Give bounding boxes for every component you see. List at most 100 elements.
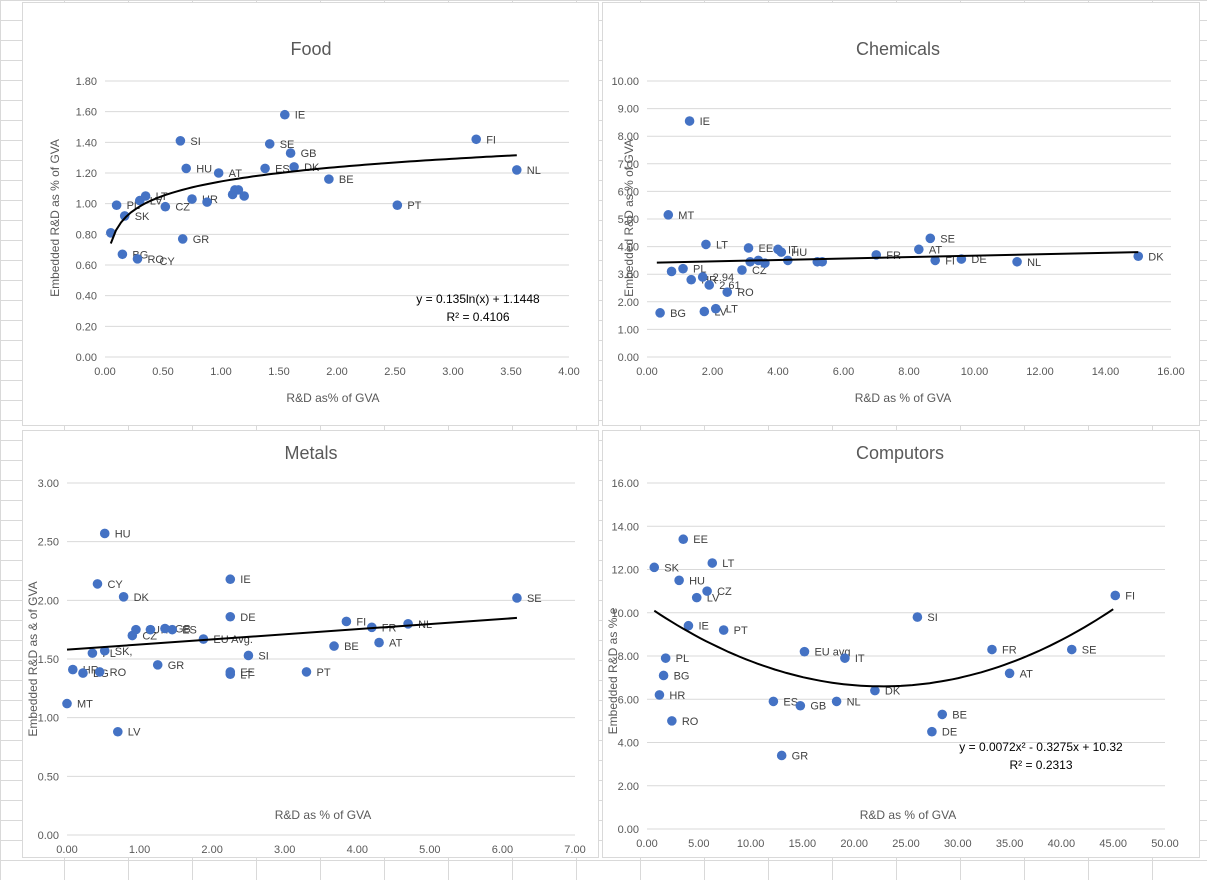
data-point [655,308,665,318]
data-label: BG [674,670,690,682]
y-tick-label: 0.00 [618,824,639,836]
data-point [667,716,677,726]
data-point [743,243,754,253]
y-tick-label: 5.00 [618,214,639,226]
data-label: GB [810,701,826,713]
data-label: FI [486,134,496,146]
data-label: BG [670,308,686,320]
data-point [181,163,191,174]
data-label: FR [1002,645,1017,657]
x-tick-label: 3.00 [442,366,463,378]
data-point [718,625,729,635]
data-label: DK [304,162,320,174]
data-point [663,210,674,220]
y-tick-label: 1.00 [76,199,97,211]
data-point [683,620,694,631]
y-tick-label: 1.80 [76,76,97,88]
data-point [68,664,78,675]
data-label: CZ [717,586,732,598]
data-point [233,185,244,195]
data-point [99,528,110,539]
x-tick-label: 0.00 [56,844,77,856]
data-point [87,648,98,658]
x-tick-label: 3.00 [274,844,295,856]
data-point [289,162,299,172]
data-point [678,263,688,274]
data-point [301,667,312,677]
data-point [1133,251,1144,262]
data-point [937,709,948,720]
data-point [699,306,710,317]
data-label: DE [942,727,957,739]
chart-svg-metals: Metals 0.00 0.50 1.00 1.50 2.00 2.50 3.00 0.00 1.… [26,443,586,856]
chart-svg-computors: Computors 0.00 2.00 4.00 6.00 8.00 10.00 12.00 1… [606,443,1179,850]
x-axis-label: R&D as% of GVA [286,391,379,405]
data-label: SI [927,612,937,624]
chart-panel-food: Food 0.00 0.20 0.40 0.60 0.80 1.00 1.20 1.40 1.60… [22,2,599,426]
data-point [684,116,695,126]
x-tick-label: 1.00 [129,844,150,856]
data-point [341,616,352,627]
data-label: GB [301,148,317,160]
data-point [660,653,671,663]
data-label: PT [407,200,421,212]
data-label: LT [726,304,738,316]
data-point [62,698,72,709]
data-point [674,575,684,586]
data-label: NL [847,696,861,708]
data-point [471,134,482,145]
data-label: SE [280,139,295,151]
x-tick-label: 4.00 [558,366,579,378]
data-point [225,669,236,680]
data-label: CZ [142,631,157,643]
x-tick-label: 8.00 [898,366,919,378]
data-label: SK, [115,646,133,658]
x-tick-label: 1.00 [210,366,231,378]
y-tick-label: 1.00 [618,324,639,336]
y-tick-label: 0.50 [38,771,59,783]
data-label: LV [128,727,141,739]
x-tick-label: 10.00 [737,838,765,850]
x-axis-label: R&D as % of GVA [860,808,956,822]
y-tick-label: 10.00 [611,76,639,88]
x-tick-label: 4.00 [347,844,368,856]
data-point [374,637,384,648]
y-tick-label: 14.00 [611,521,639,533]
data-point [987,644,997,655]
y-tick-label: 4.00 [618,738,639,750]
x-tick-label: 7.00 [564,844,585,856]
x-tick-label: 14.00 [1092,366,1120,378]
chart-title: Metals [284,443,337,463]
data-label: EU Avg. [213,634,253,646]
chart-title: Computors [856,443,944,463]
data-label: IT [788,244,798,256]
data-label: IE [700,116,710,128]
y-tick-label: 9.00 [618,104,639,116]
data-point [239,191,249,201]
data-label: LV [707,593,720,605]
data-point [113,726,123,737]
data-point [213,168,224,178]
y-tick-label: 3.00 [38,478,59,490]
data-label: BE [952,709,967,721]
x-tick-label: 12.00 [1026,366,1054,378]
trendline [109,154,517,244]
data-point [264,139,275,149]
data-label: SK [135,211,150,223]
data-point [118,592,129,602]
data-label: GR [168,660,185,672]
data-label: SI [190,136,200,148]
y-tick-label: 0.00 [618,352,639,364]
data-label: IE [240,574,250,586]
data-point [795,700,806,711]
x-tick-label: 6.00 [492,844,513,856]
data-label: MT [77,699,93,711]
y-tick-label: 7.00 [618,159,639,171]
data-point [1110,590,1121,601]
y-tick-label: 1.60 [76,107,97,119]
chart-svg-chemicals: Chemicals 0.00 1.00 2.00 3.00 4.00 5.00 6.00 7.0… [611,39,1184,405]
y-tick-label: 2.50 [38,537,59,549]
data-label: BE [344,641,359,653]
data-label: SI [258,650,268,662]
data-point [225,574,236,585]
